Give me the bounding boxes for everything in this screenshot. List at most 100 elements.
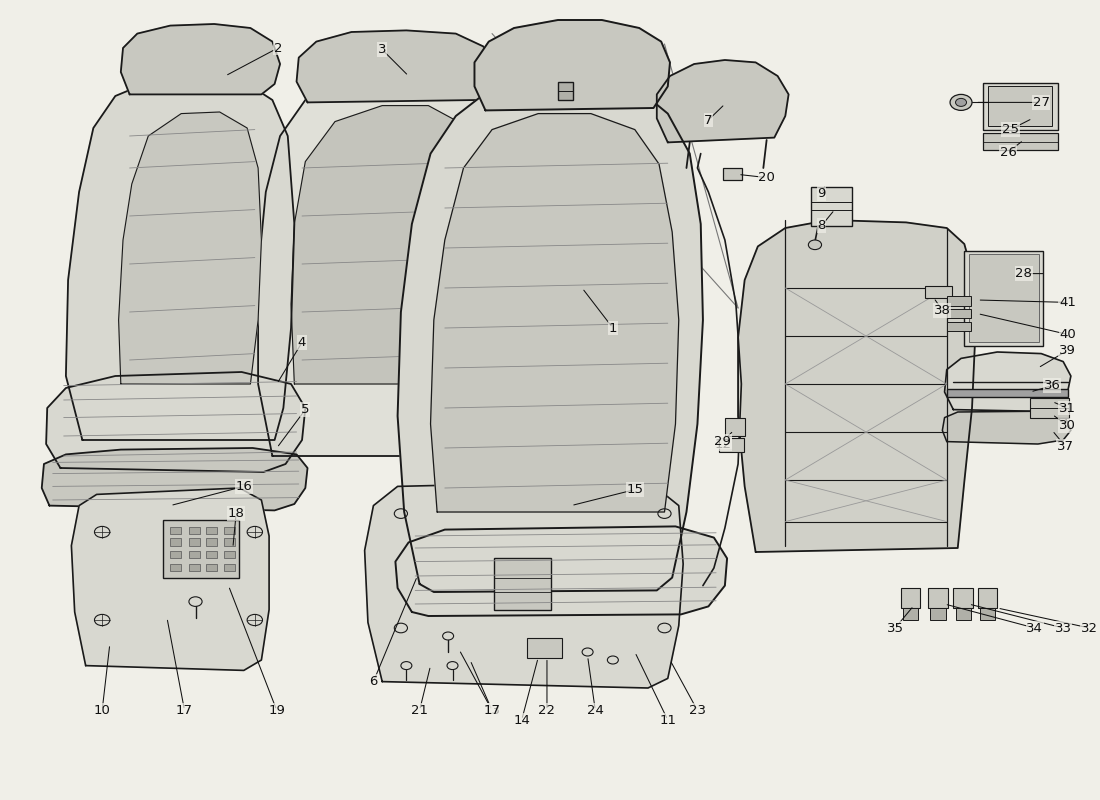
Polygon shape bbox=[397, 72, 703, 592]
Bar bbox=[989, 86, 1053, 126]
Polygon shape bbox=[395, 526, 727, 616]
Text: 28: 28 bbox=[1015, 267, 1032, 280]
Bar bbox=[189, 551, 200, 558]
Bar bbox=[494, 558, 551, 610]
Text: 21: 21 bbox=[411, 704, 428, 717]
Bar bbox=[170, 564, 182, 571]
Bar bbox=[725, 418, 745, 436]
Text: 11: 11 bbox=[659, 714, 676, 726]
Text: 1: 1 bbox=[608, 322, 617, 334]
Text: 17: 17 bbox=[176, 704, 192, 717]
Polygon shape bbox=[46, 372, 306, 472]
Bar bbox=[947, 389, 1068, 397]
Bar bbox=[983, 133, 1058, 150]
Bar bbox=[224, 564, 235, 571]
Text: 17: 17 bbox=[484, 704, 500, 717]
Text: 4: 4 bbox=[298, 336, 306, 349]
Bar bbox=[189, 538, 200, 546]
Bar bbox=[558, 82, 573, 100]
Bar bbox=[170, 538, 182, 546]
Bar bbox=[983, 83, 1058, 130]
Bar bbox=[956, 608, 971, 620]
Text: 7: 7 bbox=[704, 114, 713, 126]
Text: 34: 34 bbox=[1026, 622, 1043, 634]
Bar bbox=[224, 538, 235, 546]
Bar bbox=[207, 527, 218, 534]
Bar bbox=[901, 588, 921, 608]
Text: 22: 22 bbox=[539, 704, 556, 717]
Text: 16: 16 bbox=[235, 480, 252, 493]
Bar bbox=[170, 551, 182, 558]
Bar bbox=[719, 438, 744, 452]
Bar bbox=[931, 608, 946, 620]
Text: 2: 2 bbox=[274, 42, 282, 54]
Polygon shape bbox=[297, 30, 494, 102]
Text: 26: 26 bbox=[1000, 146, 1016, 158]
Bar bbox=[207, 564, 218, 571]
Polygon shape bbox=[258, 72, 510, 456]
Bar bbox=[527, 638, 562, 658]
Bar bbox=[954, 588, 974, 608]
Text: 23: 23 bbox=[689, 704, 706, 717]
Circle shape bbox=[956, 98, 967, 106]
Bar bbox=[925, 286, 953, 298]
Bar bbox=[969, 254, 1040, 342]
Polygon shape bbox=[292, 106, 488, 384]
Bar bbox=[207, 538, 218, 546]
Text: 29: 29 bbox=[714, 435, 732, 448]
Text: 24: 24 bbox=[587, 704, 604, 717]
Text: 12: 12 bbox=[714, 438, 732, 450]
Text: 13: 13 bbox=[484, 704, 500, 717]
Bar bbox=[947, 309, 971, 318]
Polygon shape bbox=[364, 482, 683, 688]
Circle shape bbox=[808, 240, 822, 250]
Polygon shape bbox=[738, 220, 976, 552]
Polygon shape bbox=[474, 20, 670, 110]
Polygon shape bbox=[72, 488, 270, 670]
Bar bbox=[1031, 398, 1069, 418]
Text: 6: 6 bbox=[370, 675, 377, 688]
Text: 5: 5 bbox=[301, 403, 309, 416]
Circle shape bbox=[950, 94, 972, 110]
Text: 32: 32 bbox=[1081, 622, 1098, 634]
Bar bbox=[723, 168, 743, 180]
Polygon shape bbox=[119, 112, 262, 384]
Text: 38: 38 bbox=[934, 304, 950, 317]
Bar bbox=[163, 520, 240, 578]
Bar bbox=[170, 527, 182, 534]
Bar bbox=[947, 322, 971, 331]
Bar bbox=[189, 564, 200, 571]
Bar bbox=[978, 588, 998, 608]
Text: 39: 39 bbox=[1059, 344, 1076, 357]
Bar bbox=[224, 551, 235, 558]
Text: 9: 9 bbox=[817, 187, 826, 200]
Bar bbox=[928, 588, 948, 608]
Text: 33: 33 bbox=[1055, 622, 1071, 634]
Text: 18: 18 bbox=[228, 507, 244, 520]
Polygon shape bbox=[66, 76, 295, 440]
Text: 3: 3 bbox=[378, 43, 386, 56]
Polygon shape bbox=[430, 114, 679, 512]
Text: 15: 15 bbox=[626, 483, 644, 496]
Text: 41: 41 bbox=[1059, 296, 1076, 309]
Text: 27: 27 bbox=[1033, 96, 1049, 109]
Text: 20: 20 bbox=[758, 171, 776, 184]
Text: 35: 35 bbox=[887, 622, 903, 634]
Bar bbox=[224, 527, 235, 534]
Bar bbox=[207, 551, 218, 558]
Text: 37: 37 bbox=[1057, 440, 1074, 453]
Text: 19: 19 bbox=[268, 704, 285, 717]
Bar bbox=[189, 527, 200, 534]
Text: 36: 36 bbox=[1044, 379, 1060, 392]
Polygon shape bbox=[42, 448, 308, 510]
Polygon shape bbox=[657, 60, 789, 142]
Text: 30: 30 bbox=[1059, 419, 1076, 432]
Bar bbox=[965, 251, 1044, 346]
Text: 14: 14 bbox=[514, 714, 530, 726]
Bar bbox=[903, 608, 918, 620]
Text: 8: 8 bbox=[817, 219, 826, 232]
Polygon shape bbox=[121, 24, 280, 94]
Polygon shape bbox=[945, 352, 1071, 411]
Polygon shape bbox=[943, 411, 1071, 444]
Bar bbox=[811, 187, 852, 226]
